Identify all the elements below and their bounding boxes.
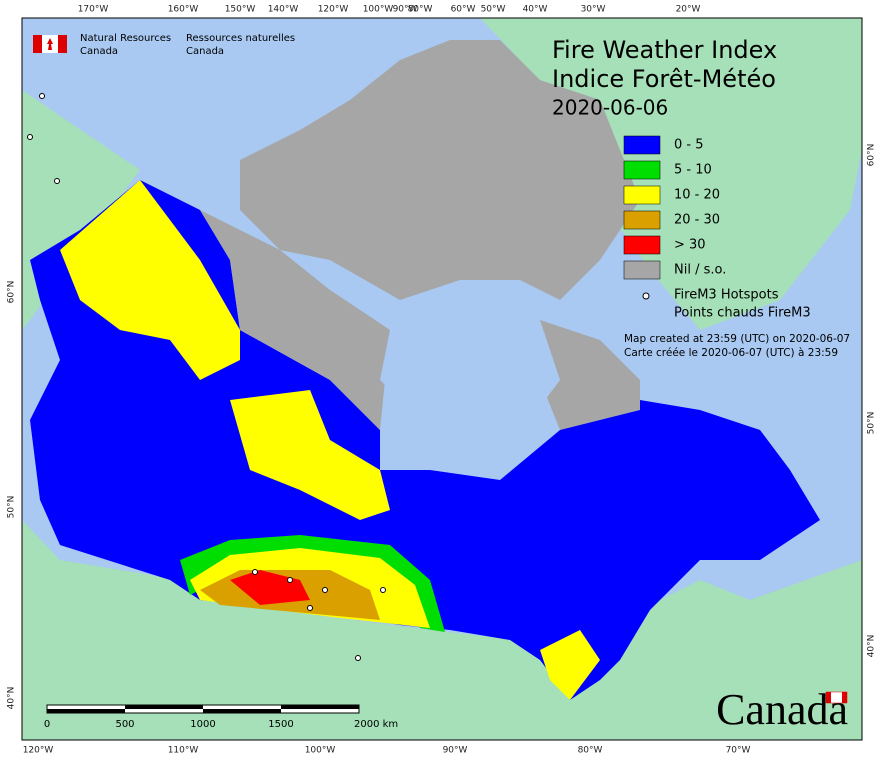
graticule-label: 150°W <box>225 5 256 15</box>
hudson-bay <box>380 300 560 440</box>
legend-label: 20 - 30 <box>674 213 720 228</box>
scale-label: 1500 <box>268 719 293 730</box>
date: 2020-06-06 <box>552 96 668 120</box>
legend-label: Nil / s.o. <box>674 263 726 278</box>
graticule-label: 80°W <box>408 5 433 15</box>
usa <box>22 520 862 740</box>
legend-label: 5 - 10 <box>674 163 712 178</box>
legend: 0 - 5 5 - 10 10 - 20 20 - 30 > 30 Nil / s.o. <box>623 135 726 280</box>
graticule-label: 60°W <box>451 5 476 15</box>
hotspots <box>27 93 386 661</box>
created-note: Carte créée le 2020-06-07 (UTC) à 23:59 <box>624 347 838 359</box>
graticule-label: 160°W <box>168 5 199 15</box>
legend-swatch <box>623 185 661 205</box>
graticule-label: 60°N <box>7 281 17 304</box>
legend-hotspots: Points chauds FireM3 <box>674 306 811 321</box>
legend-swatch <box>623 260 661 280</box>
graticule-label: 120°W <box>318 5 349 15</box>
graticule-label: 170°W <box>78 5 109 15</box>
nil-quebec <box>540 320 640 430</box>
wordmark-flag <box>826 692 831 703</box>
scale-label: 2000 km <box>354 719 398 730</box>
nil-north <box>200 210 390 430</box>
legend-hotspots: FireM3 Hotspots <box>674 288 779 303</box>
graticule-label: 20°W <box>676 5 701 15</box>
labels: Natural Resources Canada Ressources natu… <box>33 33 850 734</box>
graticule-label: 110°W <box>168 746 199 756</box>
legend-label: 10 - 20 <box>674 188 720 203</box>
legend-swatch <box>623 135 661 155</box>
title: Fire Weather Index <box>552 36 777 64</box>
created-note: Map created at 23:59 (UTC) on 2020-06-07 <box>624 333 850 345</box>
graticule-label: 70°W <box>726 746 751 756</box>
title: Indice Forêt-Météo <box>552 65 776 93</box>
scale-bar-segment <box>47 709 125 713</box>
legend-swatch <box>623 235 661 255</box>
scale-label: 500 <box>115 719 134 730</box>
flag-leaf <box>47 38 53 50</box>
fwi-nwt <box>230 390 390 520</box>
graticule-label: 120°W <box>23 746 54 756</box>
agency: Natural Resources <box>80 33 171 44</box>
flag-bar <box>33 35 42 53</box>
legend-label: 0 - 5 <box>674 138 704 153</box>
map-frame <box>21 17 863 741</box>
scale-bar-segment <box>281 705 359 709</box>
graticule-label: 90°W <box>443 746 468 756</box>
scale-bar-segment <box>203 709 281 713</box>
graticule-label: 100°W <box>305 746 336 756</box>
scale-label: 1000 <box>190 719 215 730</box>
agency: Canada <box>80 46 118 57</box>
graticule-label: 30°W <box>581 5 606 15</box>
flag-bar <box>58 35 67 53</box>
graticule-label: 80°W <box>578 746 603 756</box>
graticule-label: 60°N <box>867 144 877 167</box>
fwi-ontario <box>540 630 600 700</box>
graticule-label: 40°W <box>523 5 548 15</box>
legend-label: > 30 <box>674 238 706 253</box>
fwi-yukon <box>60 180 240 380</box>
arctic-islands <box>240 40 640 300</box>
graticule-label: 100°W <box>363 5 394 15</box>
hotspot-symbol <box>642 292 650 300</box>
scale-label: 0 <box>44 719 50 730</box>
land <box>22 18 862 740</box>
graticule-label: 90°W <box>393 5 418 15</box>
graticule-label: 50°N <box>7 496 17 519</box>
agency: Canada <box>186 46 224 57</box>
scale-bar <box>46 704 360 714</box>
agency: Ressources naturelles <box>186 33 295 44</box>
legend-swatch <box>623 210 661 230</box>
graticule-label: 40°N <box>867 635 877 658</box>
graticule-label: 40°N <box>7 687 17 710</box>
wordmark-flag <box>842 692 847 703</box>
graticule-label: 50°N <box>867 412 877 435</box>
scale-bar-segment <box>125 705 203 709</box>
graticule-label: 140°W <box>268 5 299 15</box>
legend-swatch <box>623 160 661 180</box>
graticule-label: 50°W <box>481 5 506 15</box>
